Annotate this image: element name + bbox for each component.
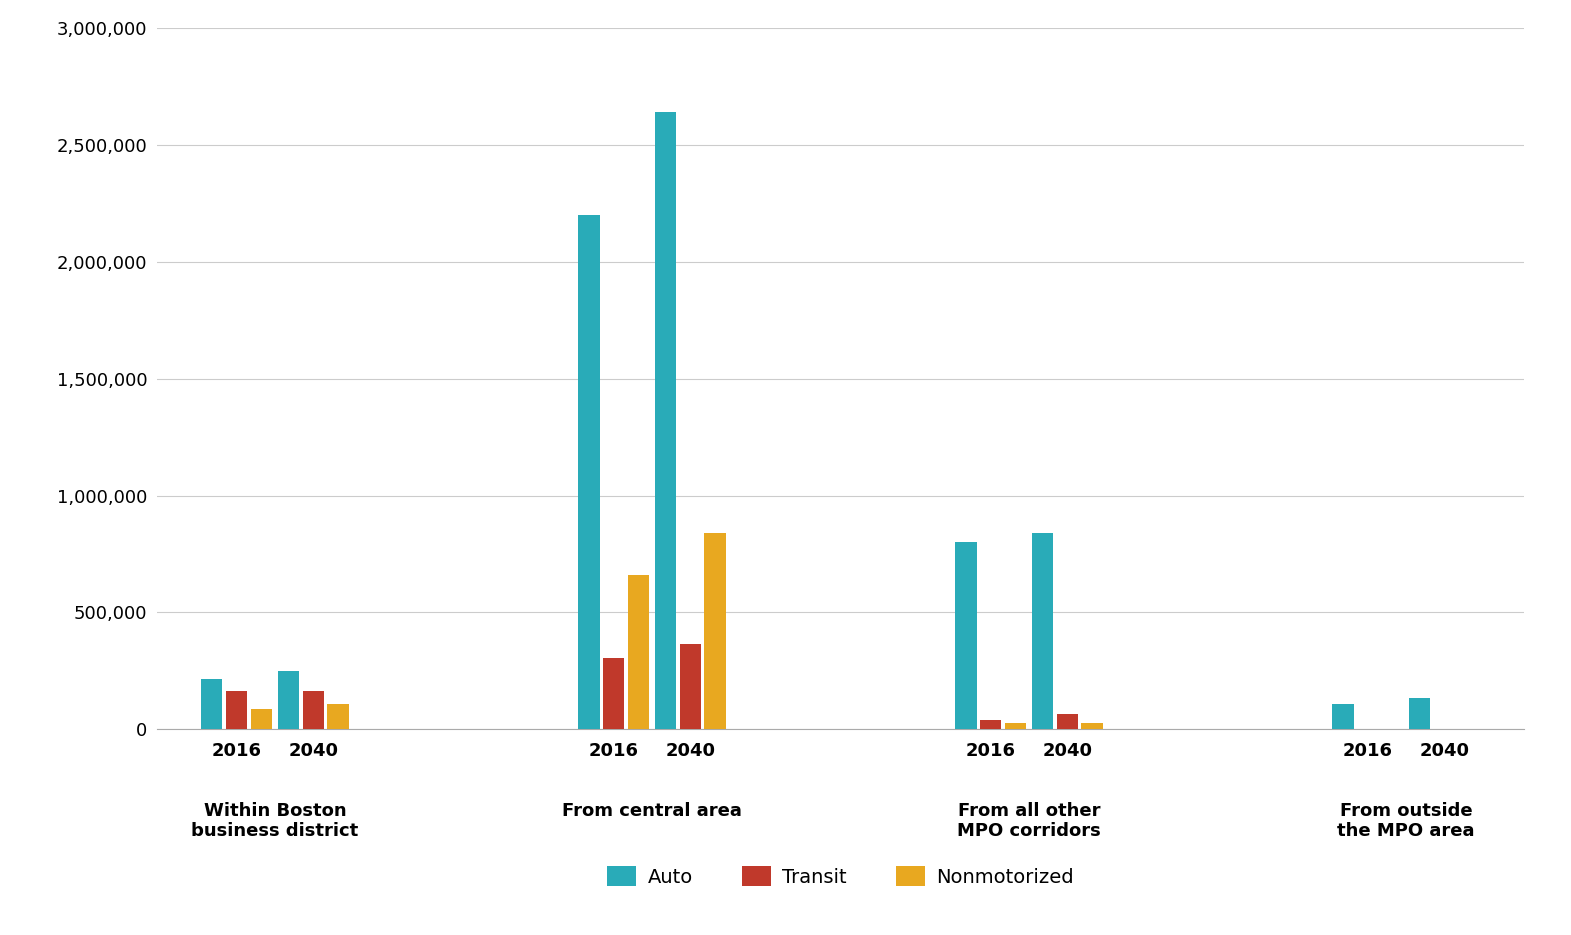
Bar bbox=[628, 575, 649, 729]
Bar bbox=[1081, 724, 1103, 729]
Bar bbox=[327, 703, 349, 729]
Text: From all other
MPO corridors: From all other MPO corridors bbox=[957, 801, 1101, 841]
Text: Within Boston
business district: Within Boston business district bbox=[192, 801, 358, 841]
Bar bbox=[1409, 698, 1430, 729]
Bar bbox=[1332, 703, 1354, 729]
Bar bbox=[578, 215, 600, 729]
Bar bbox=[278, 671, 298, 729]
Bar bbox=[704, 533, 726, 729]
Text: From outside
the MPO area: From outside the MPO area bbox=[1337, 801, 1475, 841]
Legend: Auto, Transit, Nonmotorized: Auto, Transit, Nonmotorized bbox=[599, 858, 1082, 894]
Bar bbox=[226, 691, 247, 729]
Bar bbox=[303, 691, 324, 729]
Bar bbox=[655, 112, 676, 729]
Bar bbox=[201, 679, 223, 729]
Bar bbox=[1057, 714, 1078, 729]
Bar bbox=[955, 542, 977, 729]
Text: From central area: From central area bbox=[562, 801, 742, 819]
Bar bbox=[251, 710, 272, 729]
Bar bbox=[1005, 724, 1026, 729]
Bar bbox=[980, 720, 1001, 729]
Bar bbox=[603, 658, 624, 729]
Bar bbox=[1032, 533, 1053, 729]
Bar bbox=[680, 644, 701, 729]
